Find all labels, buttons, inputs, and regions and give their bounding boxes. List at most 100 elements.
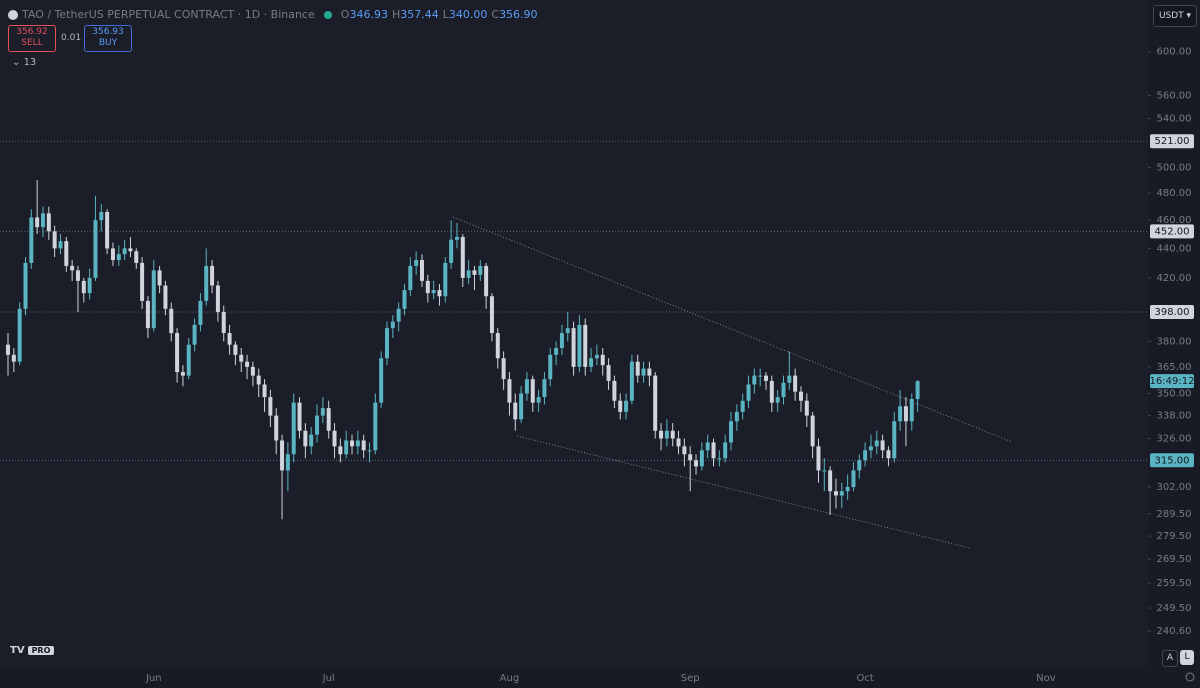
candle-body [116,254,121,261]
buy-button[interactable]: 356.93 BUY [84,25,132,52]
indicators-toggle[interactable]: ⌄ 13 [12,57,37,68]
candle-body [58,241,63,249]
candle-body [641,368,646,376]
candle-body [524,379,529,394]
candle-body [169,308,174,334]
auto-scale-button[interactable]: A [1162,650,1178,667]
legend-key: C [491,8,500,21]
candle-body [478,265,483,275]
candle-body [239,354,244,362]
candle-body [110,248,115,261]
candle-body [227,333,232,345]
candle-body [315,415,320,435]
candle-body [653,375,658,431]
candle-body [180,372,185,376]
candle-body [507,379,512,403]
candle-body [245,361,250,367]
y-tick-label: 600.00 [1157,47,1192,58]
candle-body [676,438,681,447]
x-tick-label: Oct [856,673,873,684]
logo-badge: PRO [27,646,55,655]
candle-body [513,402,518,420]
candle-body [577,324,582,367]
candle-body [740,400,745,412]
candle-body [863,450,868,461]
candle-body [694,460,699,467]
candle-body [134,251,139,263]
candle-body [437,290,442,297]
y-tick-label: 279.50 [1157,531,1192,542]
price-axis [1148,0,1200,688]
currency: USDT [1158,11,1184,21]
currency-button[interactable]: USDT ▾ [1153,5,1197,27]
candle-body [52,231,57,249]
legend-key: O [340,8,350,21]
candle-body [210,265,215,286]
candle-body [647,368,652,376]
candle-body [519,393,524,420]
candle-body [70,265,75,271]
candle-body [903,406,908,422]
candle-body [122,248,127,255]
candle-body [338,446,343,455]
candle-body [839,491,844,496]
candle-body [624,400,629,412]
candle-body [857,460,862,471]
sell-label: SELL [21,38,43,48]
candle-body [408,265,413,291]
candle-body [40,213,45,228]
candle-body [425,280,430,294]
candle-body [530,379,535,403]
candle-body [880,440,885,451]
price-level-box [1150,304,1194,319]
candle-body [192,324,197,345]
candle-body [594,354,599,359]
candle-body [600,354,605,366]
price-level-box [1150,224,1194,239]
y-tick-label: 365.00 [1157,362,1192,373]
candle-body [379,358,384,403]
candle-body [752,375,757,385]
candle-body [886,450,891,459]
candle-body [764,375,768,381]
y-tick-label: 460.00 [1157,215,1192,226]
candle-body [851,470,856,487]
x-tick-label: Nov [1036,673,1056,684]
candle-body [157,270,162,286]
log-scale-button[interactable]: L [1180,650,1194,665]
candle-body [915,381,920,400]
candle-body [746,384,751,401]
settings-icon[interactable] [1185,672,1195,682]
price-level-box [1150,453,1194,468]
y-tick-label: 338.00 [1157,411,1192,422]
candle-body [787,375,792,383]
candle-body [501,358,506,380]
candle-body [186,344,191,376]
candle-body [874,440,879,447]
candle-body [548,354,553,380]
y-tick-label: 326.00 [1157,434,1192,445]
y-tick-label: 480.00 [1157,188,1192,199]
candle-body [664,430,669,439]
candle-body [804,400,809,416]
buy-price: 356.93 [92,27,124,37]
symbol-icon [8,9,18,20]
y-tick-label: 350.00 [1157,388,1192,399]
candle-body [215,285,220,312]
candle-body [274,415,279,441]
candle-body [793,375,798,392]
candle-body [35,217,40,228]
logo: TV PRO [10,645,55,656]
candle-body [6,344,10,355]
candle-body [606,365,611,381]
y-tick-label: 380.00 [1157,336,1192,347]
legend-value: 356.90 [499,8,538,21]
candle-body [99,211,104,221]
candle-body [11,354,16,362]
candle-body [682,446,687,455]
candle-body [758,375,763,377]
candle-body [431,290,436,294]
sell-button[interactable]: 356.92 SELL [8,25,56,52]
candle-body [734,411,739,422]
